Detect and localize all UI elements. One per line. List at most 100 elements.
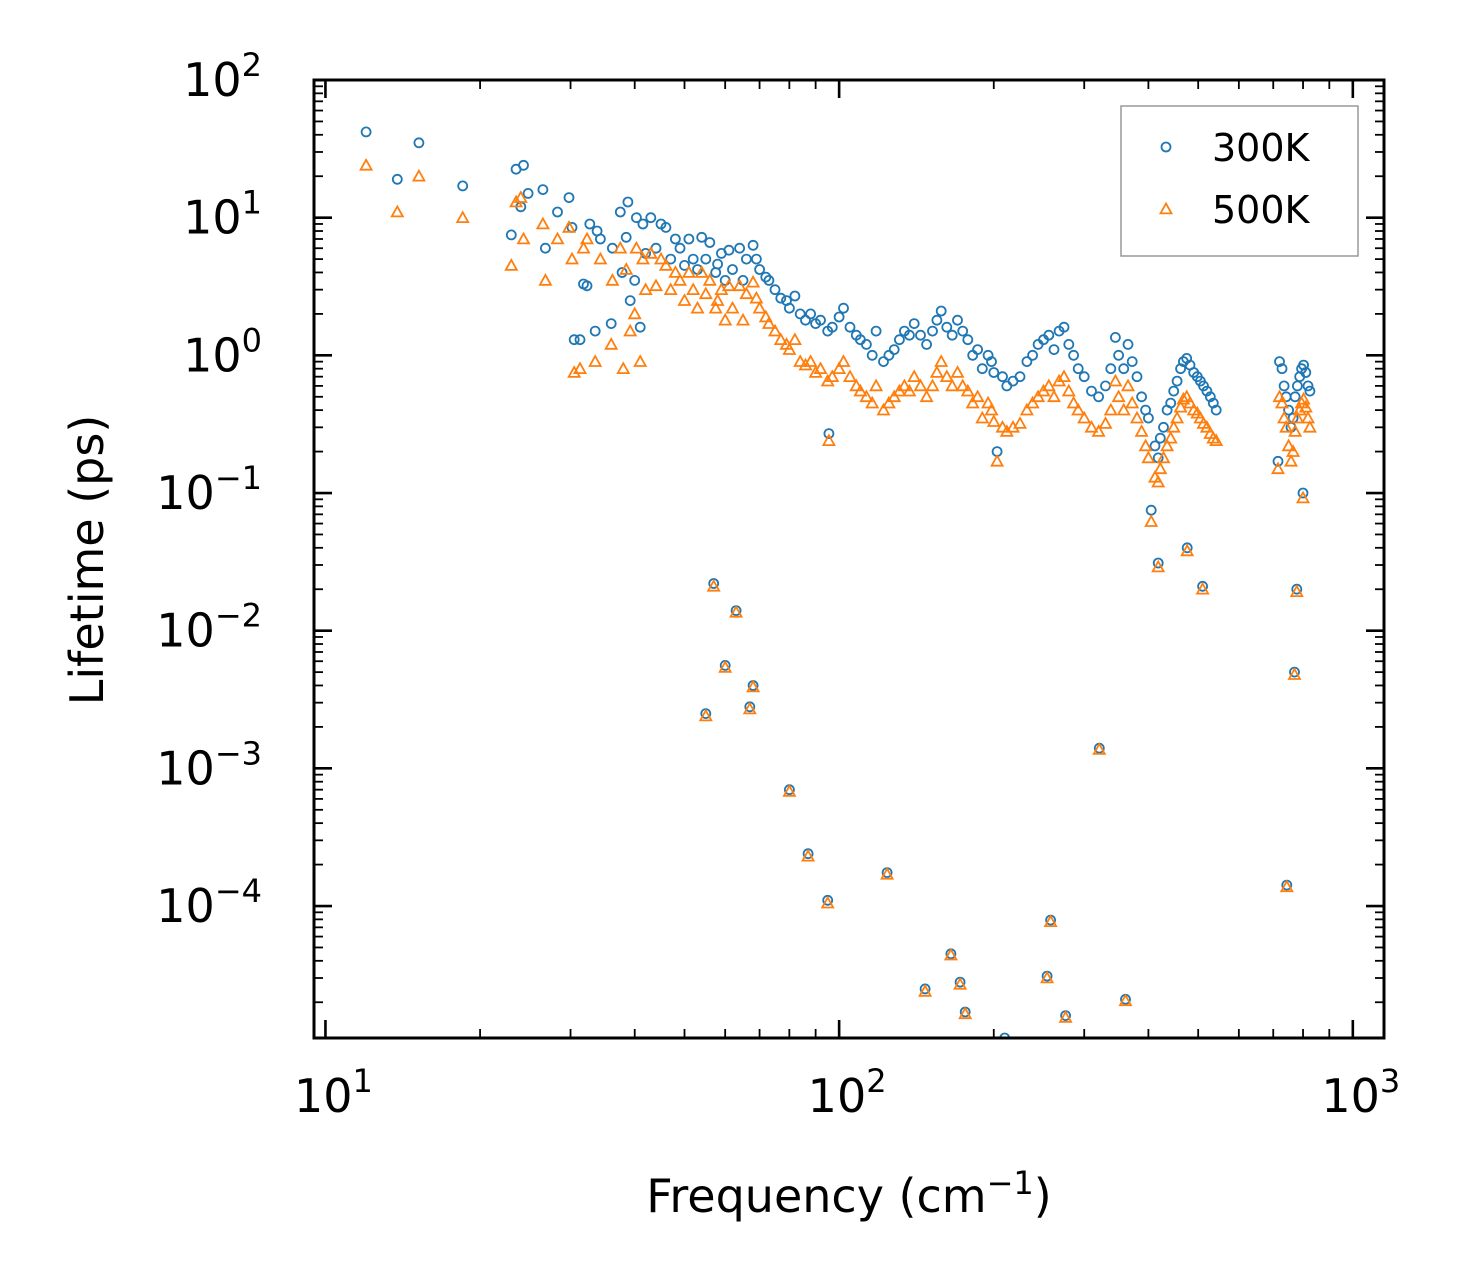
data-point-500k (1084, 419, 1099, 433)
data-point-500k (1138, 438, 1153, 452)
data-point-500k (677, 293, 692, 306)
data-point-500k (813, 361, 828, 375)
data-point-300k (413, 137, 425, 149)
data-point-300k (747, 239, 759, 251)
data-point-300k (957, 325, 969, 337)
data-point-500k (1046, 389, 1062, 403)
data-point-500k (1129, 410, 1145, 424)
data-point-300k (624, 295, 636, 307)
data-point-300k (637, 218, 649, 230)
data-point-300k (1204, 391, 1216, 403)
data-point-500k (761, 316, 776, 329)
data-point-500k (1111, 389, 1126, 403)
data-point-500k (907, 369, 922, 383)
data-point-300k (1113, 349, 1124, 361)
data-point-500k (876, 402, 891, 416)
data-point-500k (706, 578, 721, 592)
data-point-500k (832, 361, 847, 375)
data-point-500k (1108, 373, 1123, 387)
data-point-300k (1197, 580, 1208, 592)
data-point-500k (1151, 559, 1166, 573)
data-point-500k (849, 378, 864, 392)
data-point-500k (929, 365, 944, 378)
y-tick-label: 100 (183, 321, 262, 382)
data-point-500k (604, 337, 619, 350)
data-point-300k (660, 221, 672, 233)
data-point-500k (773, 332, 788, 346)
data-point-500k (953, 976, 968, 990)
data-point-300k (941, 321, 953, 333)
data-point-500k (1286, 444, 1301, 457)
data-point-500k (842, 369, 858, 383)
data-point-300k (712, 258, 723, 270)
data-point-300k (935, 305, 947, 317)
data-point-500k (735, 312, 751, 326)
data-point-500k (742, 701, 757, 715)
data-point-300k (1201, 385, 1213, 397)
data-point-300k (631, 212, 642, 224)
data-point-500k (793, 354, 808, 367)
data-point-500k (686, 282, 701, 296)
data-point-300k (1152, 557, 1164, 569)
data-point-300k (683, 233, 695, 245)
data-point-300k (645, 212, 657, 224)
data-point-300k (878, 356, 889, 368)
plot-frame (312, 78, 1386, 1040)
data-point-300k (894, 334, 905, 346)
data-point-500k (1283, 453, 1299, 467)
data-point-500k (934, 354, 949, 367)
data-point-500k (668, 265, 683, 278)
data-point-300k (1131, 371, 1143, 383)
data-point-500k (623, 323, 638, 337)
data-point-300k (1043, 329, 1055, 341)
data-point-500k (1071, 402, 1086, 416)
data-point-500k (718, 660, 733, 673)
data-point-300k (700, 253, 712, 265)
data-point-300k (1165, 397, 1177, 409)
legend-frame (1120, 105, 1359, 257)
data-point-500k (1066, 395, 1081, 409)
data-point-300k (1154, 432, 1166, 444)
data-point-500k (1300, 410, 1316, 424)
data-point-300k (1283, 404, 1294, 416)
data-point-500k (986, 414, 1001, 427)
data-point-300k (931, 314, 943, 326)
y-tick-label: 102 (183, 46, 262, 107)
data-point-500k (1103, 402, 1118, 416)
data-point-300k (574, 334, 586, 346)
data-point-500k (643, 246, 658, 259)
data-point-500k (897, 378, 912, 392)
data-point-500k (1116, 402, 1131, 416)
data-point-500k (613, 240, 628, 254)
data-point-300k (634, 321, 646, 333)
data-point-500k (913, 378, 928, 392)
data-point-500k (1170, 410, 1185, 424)
data-point-300k (1072, 363, 1084, 375)
data-point-300k (1118, 363, 1130, 375)
data-point-500k (576, 240, 591, 254)
data-point-500k (984, 402, 999, 416)
data-point-500k (561, 220, 577, 233)
data-point-500k (943, 947, 958, 961)
data-point-300k (908, 318, 920, 330)
data-point-500k (881, 395, 896, 409)
data-point-300k (704, 237, 716, 248)
legend-label-300k: 300K (1212, 126, 1311, 170)
data-point-500k (803, 354, 818, 367)
data-point-300k (921, 338, 932, 350)
data-point-500k (1206, 430, 1221, 444)
data-point-500k (1163, 430, 1178, 444)
data-point-500k (782, 784, 797, 797)
data-point-500k (975, 410, 990, 424)
data-point-300k (605, 318, 617, 330)
data-point-300k (904, 329, 915, 341)
data-point-500k (1041, 378, 1056, 392)
data-point-300k (826, 321, 838, 333)
data-point-300k (962, 334, 974, 346)
series-500k (359, 157, 1317, 1023)
data-point-300k (915, 329, 926, 341)
data-point-300k (589, 325, 601, 337)
data-point-500k (1153, 461, 1168, 475)
x-tick-label: 103 (1321, 1062, 1400, 1123)
